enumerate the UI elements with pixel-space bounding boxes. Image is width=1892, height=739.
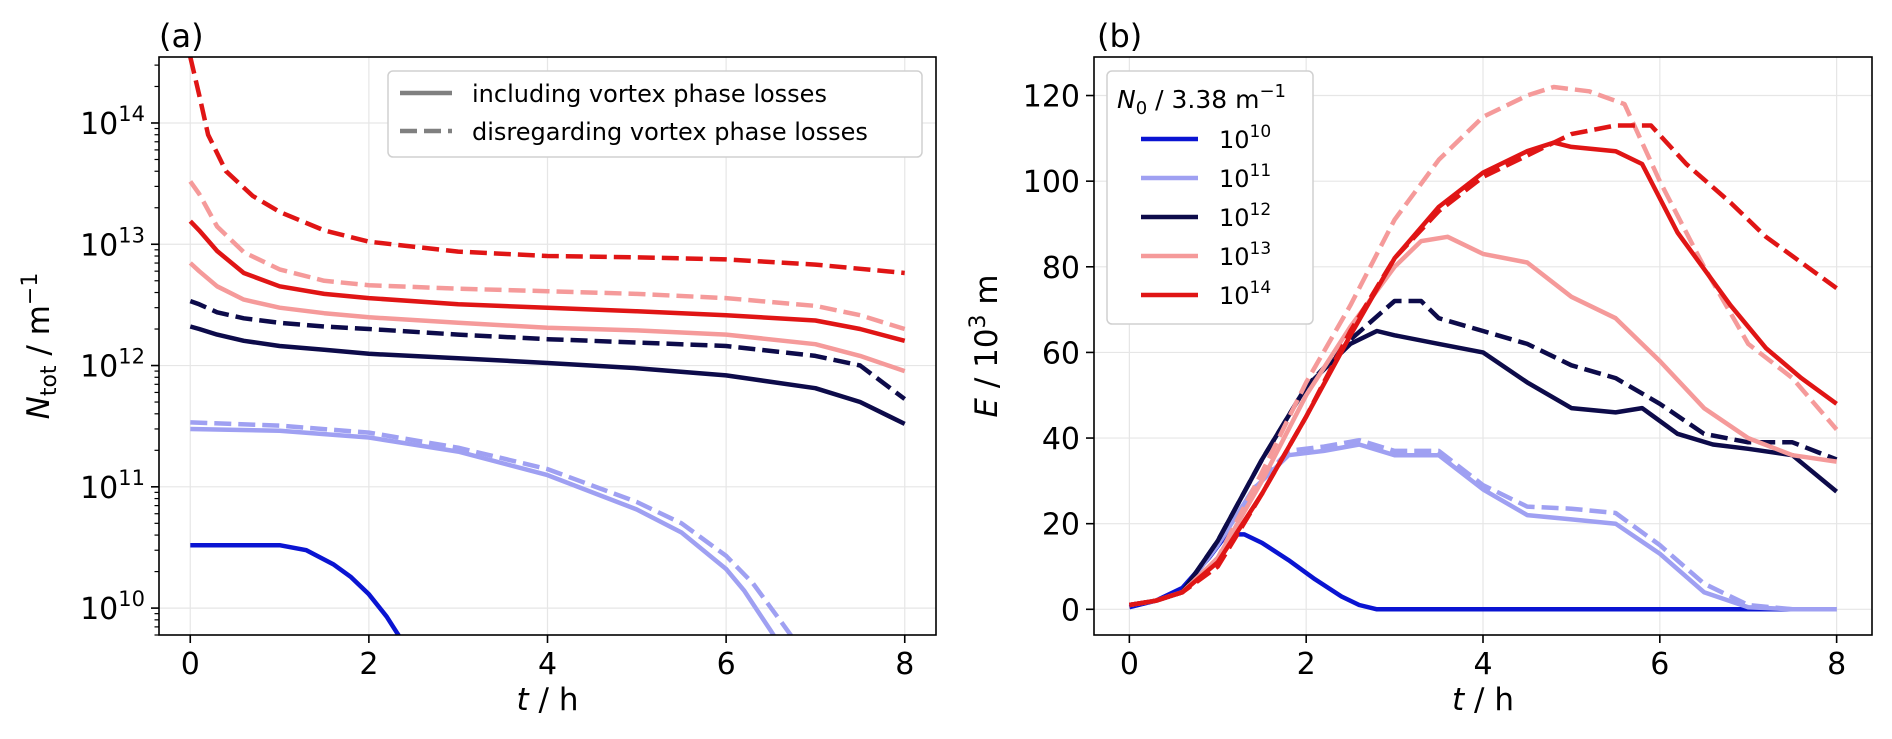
legend-label: 1011 bbox=[1219, 161, 1271, 193]
series-line-1e12-solid bbox=[1129, 328, 1839, 608]
legend-label: 1013 bbox=[1219, 239, 1271, 271]
series-group bbox=[1128, 84, 1839, 612]
series-line-1e13-solid bbox=[1129, 234, 1837, 608]
y-tick-label: 0 bbox=[1061, 593, 1080, 628]
y-tick-label: 100 bbox=[1023, 165, 1080, 200]
series-line-1e14-dashed bbox=[188, 57, 905, 276]
legend-box bbox=[387, 70, 923, 158]
series-line-1e13-solid bbox=[188, 261, 906, 374]
y-tick-label: 120 bbox=[1023, 80, 1080, 115]
legend-label: disregarding vortex phase losses bbox=[472, 118, 868, 146]
series-line-1e11-solid bbox=[1129, 442, 1837, 612]
y-tick-label: 1013 bbox=[80, 223, 145, 263]
series-line-1e12-dashed bbox=[1129, 298, 1838, 608]
series-line-1e14-solid bbox=[188, 219, 906, 343]
x-tick-label: 8 bbox=[1827, 647, 1846, 682]
x-tick-label: 4 bbox=[538, 647, 557, 682]
legend-label: 1010 bbox=[1219, 122, 1271, 154]
x-tick-label: 0 bbox=[1120, 647, 1139, 682]
series-line-1e12-solid bbox=[189, 324, 906, 426]
x-tick-label: 2 bbox=[1297, 647, 1316, 682]
series-line-1e14-solid bbox=[1129, 140, 1838, 608]
y-tick-label: 80 bbox=[1042, 251, 1080, 286]
y-tick-label: 1014 bbox=[80, 102, 145, 142]
series-line-1e10-solid bbox=[190, 542, 402, 635]
x-tick-label: 2 bbox=[359, 647, 378, 682]
y-axis-label: E / 103 m bbox=[966, 274, 1005, 417]
legend-box bbox=[1106, 70, 1314, 325]
x-tick-label: 6 bbox=[1650, 647, 1669, 682]
y-tick-label: 40 bbox=[1042, 422, 1080, 457]
y-tick-label: 60 bbox=[1042, 336, 1080, 371]
y-axis-label: Ntot / m−1 bbox=[18, 273, 62, 420]
legend: including vortex phase losses disregardin… bbox=[387, 70, 923, 158]
series-group bbox=[188, 57, 907, 635]
legend-label: 1012 bbox=[1219, 200, 1271, 232]
x-tick-label: 6 bbox=[717, 647, 736, 682]
series-line-1e11-dashed bbox=[1129, 437, 1837, 612]
y-tick-label: 1010 bbox=[80, 587, 145, 627]
panel-b-label: (b) bbox=[1097, 17, 1142, 55]
legend-title: N0 / 3.38 m−1 bbox=[1117, 81, 1286, 119]
x-tick-label: 4 bbox=[1473, 647, 1492, 682]
panel-a-label: (a) bbox=[159, 17, 204, 55]
x-tick-label: 0 bbox=[181, 647, 200, 682]
series-line-1e11-solid bbox=[190, 426, 777, 635]
series-line-1e11-dashed bbox=[190, 420, 794, 635]
x-axis-label: t / h bbox=[517, 682, 579, 718]
legend-label: including vortex phase losses bbox=[472, 80, 827, 108]
y-tick-label: 1012 bbox=[80, 345, 145, 385]
y-tick-label: 20 bbox=[1042, 508, 1080, 543]
series-line-1e12-dashed bbox=[189, 298, 907, 401]
legend-label: 1014 bbox=[1219, 278, 1271, 310]
x-axis-label: t / h bbox=[1452, 682, 1514, 718]
series-line-1e14-dashed bbox=[1129, 123, 1838, 608]
series-line-1e13-dashed bbox=[188, 180, 906, 332]
y-tick-label: 1011 bbox=[80, 466, 145, 506]
panel-a-chart: (a) 0 2 4 6 8 1010 1011 1012 1013 1014 t / h Ntot /… bbox=[18, 17, 937, 718]
x-tick-label: 8 bbox=[895, 647, 914, 682]
